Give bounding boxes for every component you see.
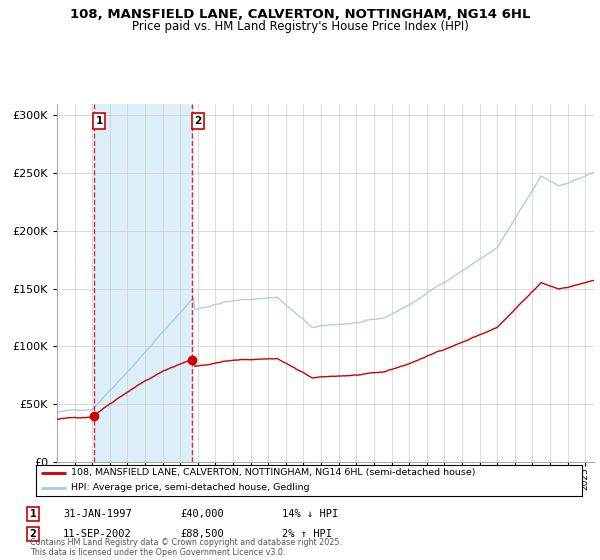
Text: Price paid vs. HM Land Registry's House Price Index (HPI): Price paid vs. HM Land Registry's House … [131,20,469,32]
Text: Contains HM Land Registry data © Crown copyright and database right 2025.
This d: Contains HM Land Registry data © Crown c… [30,538,342,557]
Text: 14% ↓ HPI: 14% ↓ HPI [282,509,338,519]
Text: 1: 1 [95,116,103,126]
Text: 2% ↑ HPI: 2% ↑ HPI [282,529,332,539]
Text: 108, MANSFIELD LANE, CALVERTON, NOTTINGHAM, NG14 6HL (semi-detached house): 108, MANSFIELD LANE, CALVERTON, NOTTINGH… [71,468,476,477]
Text: 1: 1 [29,509,37,519]
Text: £40,000: £40,000 [180,509,224,519]
Text: 11-SEP-2002: 11-SEP-2002 [63,529,132,539]
Bar [94,104,193,462]
Text: 108, MANSFIELD LANE, CALVERTON, NOTTINGHAM, NG14 6HL: 108, MANSFIELD LANE, CALVERTON, NOTTINGH… [70,8,530,21]
Text: 2: 2 [194,116,202,126]
Text: 31-JAN-1997: 31-JAN-1997 [63,509,132,519]
Text: HPI: Average price, semi-detached house, Gedling: HPI: Average price, semi-detached house,… [71,483,310,492]
Text: 2: 2 [29,529,37,539]
Text: £88,500: £88,500 [180,529,224,539]
